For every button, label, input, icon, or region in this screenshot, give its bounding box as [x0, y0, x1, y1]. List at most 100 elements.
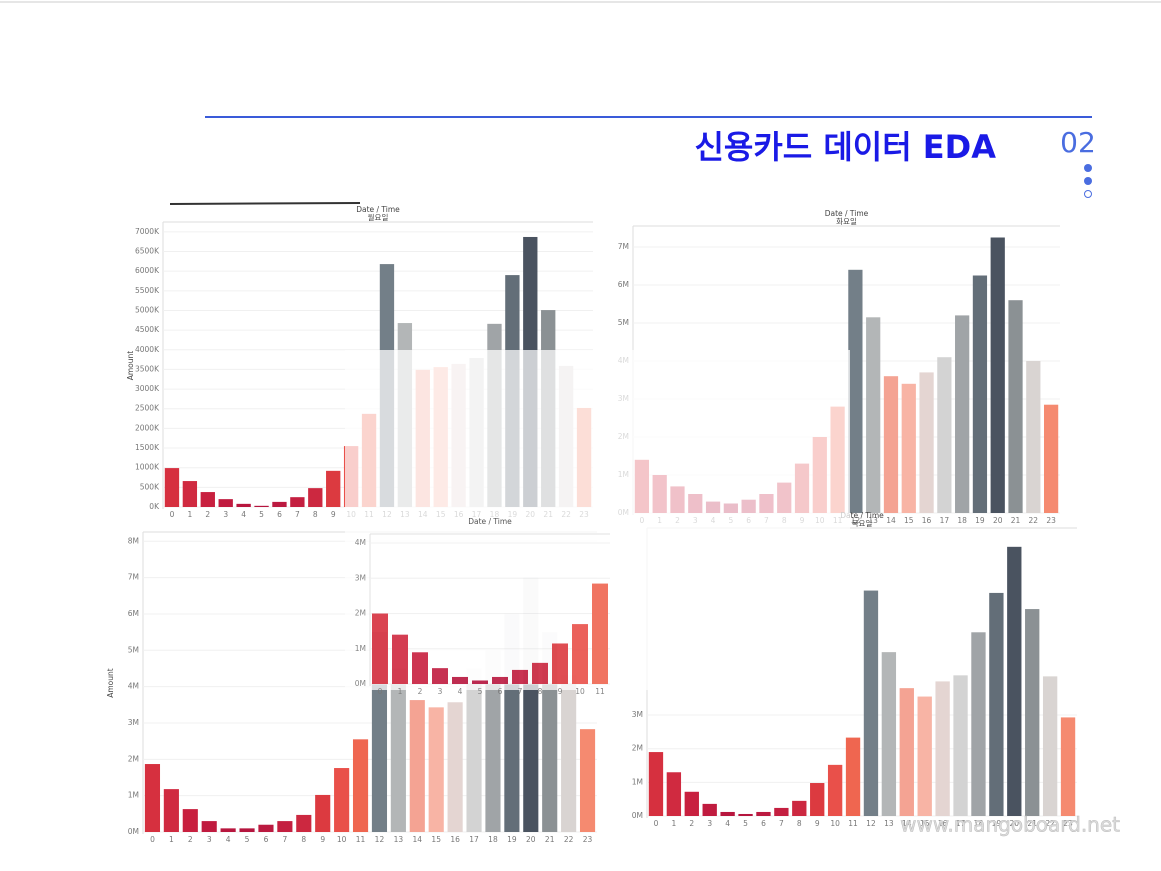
x-tick-label: 9 — [331, 510, 336, 519]
x-tick-label: 7 — [295, 510, 300, 519]
bar — [200, 492, 215, 507]
chart: 0M 1M 2M 3M 4M 0 1 2 3 4 5 6 7 8 9 10 11 Date / Time — [355, 517, 610, 696]
x-tick-label: 11 — [356, 835, 366, 844]
bar — [392, 634, 408, 684]
bar — [845, 737, 861, 816]
x-tick-label: 8 — [313, 510, 318, 519]
bar — [236, 503, 251, 507]
x-tick-label: 23 — [583, 835, 593, 844]
x-tick-label: 14 — [413, 835, 423, 844]
y-tick-label: 0M — [128, 827, 139, 836]
x-tick-label: 3 — [438, 687, 443, 696]
bar — [863, 590, 879, 816]
x-tick-label: 3 — [223, 510, 228, 519]
x-tick-label: 9 — [320, 835, 325, 844]
x-tick-label: 21 — [545, 835, 555, 844]
y-tick-label: 3M — [355, 573, 366, 582]
bar — [1042, 676, 1058, 816]
bar — [972, 275, 988, 513]
x-tick-label: 10 — [575, 687, 585, 696]
bar — [409, 700, 425, 832]
bar — [258, 824, 274, 832]
x-tick-label: 18 — [957, 516, 967, 525]
y-tick-label: 1000K — [135, 463, 160, 472]
y-tick-label: 6M — [128, 609, 139, 618]
x-tick-label: 17 — [956, 819, 966, 828]
y-tick-label: 3M — [128, 718, 139, 727]
bar — [666, 772, 682, 816]
x-tick-label: 20 — [1010, 819, 1020, 828]
bar — [290, 497, 305, 507]
x-tick-label: 16 — [922, 516, 932, 525]
x-tick-label: 16 — [938, 819, 948, 828]
bar — [572, 624, 588, 684]
x-tick-label: 5 — [743, 819, 748, 828]
x-tick-label: 11 — [595, 687, 605, 696]
y-tick-label: 0K — [149, 502, 160, 511]
x-tick-label: 19 — [992, 819, 1002, 828]
x-tick-label: 6 — [277, 510, 282, 519]
charts: 0K500K1000K1500K2000K2500K3000K3500K4000… — [106, 205, 1077, 844]
bar — [352, 739, 369, 832]
y-tick-label: 0M — [355, 679, 366, 688]
y-tick-label: 7000K — [135, 227, 160, 236]
x-tick-label: 16 — [450, 835, 460, 844]
y-tick-label: 4000K — [135, 345, 160, 354]
bar — [1026, 361, 1041, 513]
chart-title: Date / Time — [840, 511, 884, 520]
chart-bg — [370, 534, 610, 684]
x-tick-label: 4 — [241, 510, 246, 519]
bar — [220, 828, 236, 832]
bar — [756, 811, 771, 816]
y-tick-label: 1M — [128, 791, 139, 800]
x-tick-label: 7 — [282, 835, 287, 844]
x-tick-label: 19 — [975, 516, 985, 525]
x-tick-label: 14 — [902, 819, 912, 828]
y-tick-label: 3M — [632, 710, 643, 719]
y-tick-label: 5500K — [135, 286, 160, 295]
bar — [163, 789, 179, 832]
x-tick-label: 2 — [205, 510, 210, 519]
x-tick-label: 15 — [431, 835, 441, 844]
x-tick-label: 9 — [815, 819, 820, 828]
y-tick-label: 6000K — [135, 266, 160, 275]
bar — [412, 652, 428, 684]
bar — [277, 821, 293, 832]
bar — [552, 643, 568, 684]
y-axis-label: Amount — [126, 351, 135, 381]
y-tick-label: 1M — [632, 777, 643, 786]
y-tick-label: 7M — [618, 242, 629, 251]
chart-subtitle: 목요일 — [852, 519, 873, 528]
y-tick-label: 2500K — [135, 404, 160, 413]
y-tick-label: 6M — [618, 280, 629, 289]
x-tick-label: 12 — [851, 516, 861, 525]
y-tick-label: 2M — [632, 744, 643, 753]
y-tick-label: 5M — [128, 645, 139, 654]
bar — [1008, 300, 1023, 513]
bar — [881, 652, 897, 816]
bar — [935, 681, 950, 816]
x-tick-label: 3 — [707, 819, 712, 828]
x-tick-label: 1 — [398, 687, 403, 696]
dot — [1084, 190, 1092, 198]
x-tick-label: 17 — [469, 835, 479, 844]
bar — [326, 470, 341, 507]
bar — [971, 632, 986, 816]
bar — [428, 707, 444, 832]
chart-subtitle: 화요일 — [836, 217, 857, 226]
bar — [579, 729, 596, 832]
x-tick-label: 2 — [188, 835, 193, 844]
bar — [472, 680, 488, 684]
bar — [792, 800, 807, 816]
bar — [989, 592, 1004, 816]
dot — [1084, 177, 1092, 185]
bar — [702, 803, 717, 816]
bar — [372, 613, 388, 684]
bar — [901, 383, 916, 513]
x-tick-label: 1 — [187, 510, 192, 519]
chart-title: Date / Time — [825, 209, 869, 218]
x-tick-label: 22 — [564, 835, 574, 844]
y-tick-label: 3500K — [135, 364, 160, 373]
x-tick-label: 2 — [689, 819, 694, 828]
